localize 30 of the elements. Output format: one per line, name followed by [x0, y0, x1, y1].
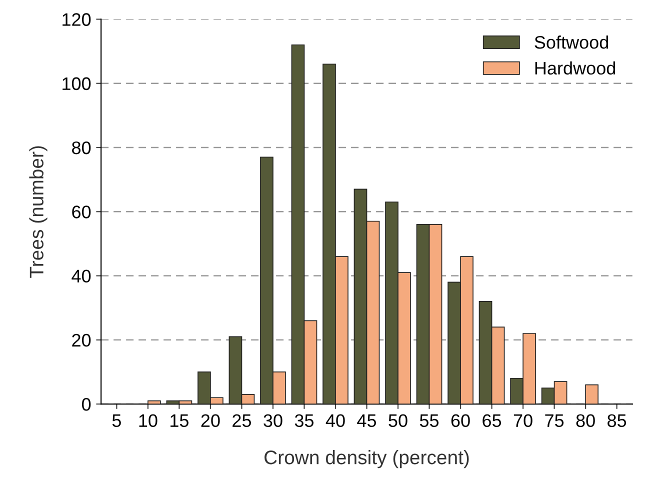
y-tick-label: 100 [62, 77, 91, 90]
x-tick-label: 70 [514, 414, 532, 428]
x-tick-label: 10 [139, 414, 158, 428]
x-tick-label: 80 [576, 414, 595, 428]
x-tick-label: 45 [357, 414, 376, 428]
x-tick-label: 50 [388, 414, 408, 428]
bar [585, 384, 598, 404]
x-tick-label: 20 [201, 414, 220, 428]
x-tick-label: 40 [326, 414, 345, 428]
legend-label: Softwood [534, 35, 608, 49]
x-tick-label: 25 [232, 414, 252, 428]
y-tick-label: 40 [72, 270, 91, 282]
x-tick-label: 35 [294, 414, 314, 428]
y-axis-title: Trees (number) [29, 146, 48, 278]
x-tick-label: 5 [112, 414, 121, 428]
x-tick-label: 55 [420, 414, 439, 428]
x-tick-label: 60 [451, 414, 470, 428]
y-tick-label: 20 [72, 334, 91, 347]
bar [148, 400, 161, 404]
x-tick-label: 85 [608, 414, 626, 428]
x-tick-label: 30 [264, 414, 282, 428]
x-tick-label: 65 [482, 414, 502, 428]
y-tick-label: 0 [82, 398, 91, 411]
y-tick-label: 120 [62, 13, 91, 26]
x-axis-title: Crown density (percent) [264, 450, 469, 468]
x-tick-label: 15 [170, 414, 188, 428]
legend-label: Hardwood [535, 61, 616, 75]
y-tick-label: 60 [72, 206, 91, 218]
x-tick-label: 75 [545, 414, 564, 428]
y-tick-label: 80 [72, 141, 91, 154]
